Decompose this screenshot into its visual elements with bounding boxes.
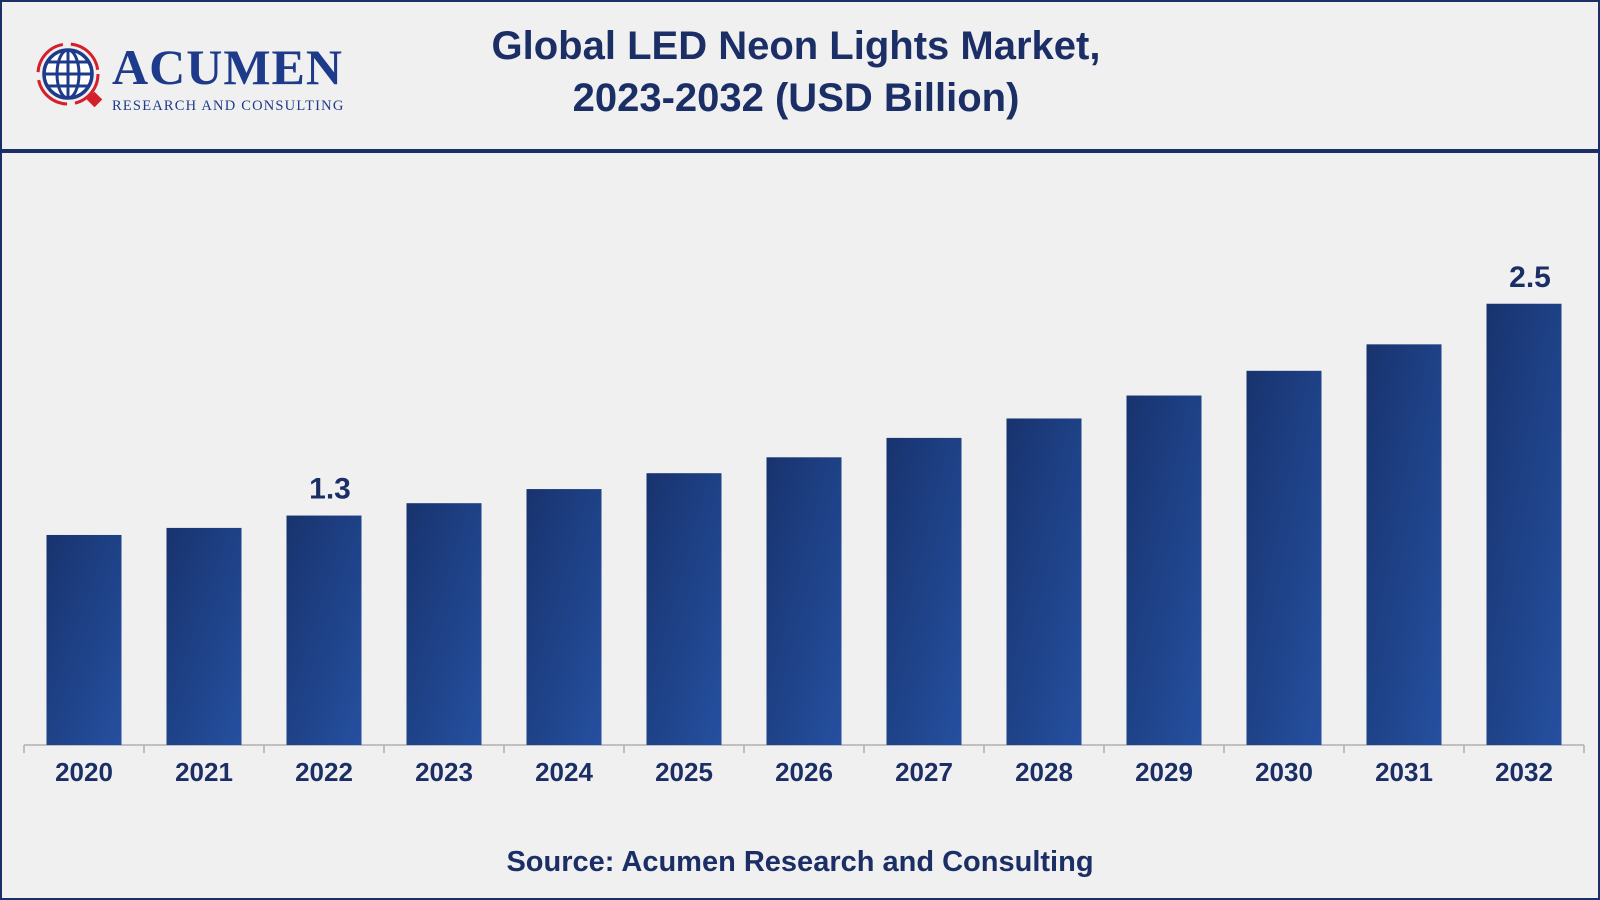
x-tick-label-2022: 2022	[295, 757, 353, 787]
bar-2032	[1486, 303, 1562, 745]
x-tick-label-2032: 2032	[1495, 757, 1553, 787]
x-tick-label-2030: 2030	[1255, 757, 1313, 787]
logo-subtext: RESEARCH AND CONSULTING	[112, 98, 345, 114]
header-divider	[0, 149, 1600, 153]
bar-2031	[1366, 344, 1442, 745]
x-tick-label-2028: 2028	[1015, 757, 1073, 787]
x-tick-label-2024: 2024	[535, 757, 593, 787]
data-label-2032: 2.5	[1509, 261, 1551, 294]
acumen-logo: ACUMEN RESEARCH AND CONSULTING	[30, 36, 360, 120]
bar-2030	[1246, 370, 1322, 745]
source-note: Source: Acumen Research and Consulting	[506, 846, 1094, 878]
x-tick-label-2021: 2021	[175, 757, 233, 787]
bar-2020	[46, 534, 122, 745]
chart-title-line1: Global LED Neon Lights Market,	[491, 24, 1101, 68]
x-tick-label-2023: 2023	[415, 757, 473, 787]
x-tick-label-2020: 2020	[55, 757, 113, 787]
bar-2029	[1126, 395, 1202, 745]
bar-2021	[166, 527, 242, 745]
x-tick-label-2029: 2029	[1135, 757, 1193, 787]
globe-icon	[36, 42, 103, 108]
bar-2028	[1006, 418, 1082, 745]
data-label-2022: 1.3	[309, 473, 351, 506]
bar-2026	[766, 457, 842, 745]
bar-2025	[646, 473, 722, 745]
x-tick-label-2026: 2026	[775, 757, 833, 787]
chart-title-line2: 2023-2032 (USD Billion)	[572, 76, 1020, 120]
bar-2024	[526, 489, 602, 745]
x-tick-label-2027: 2027	[895, 757, 953, 787]
bar-2023	[406, 503, 482, 745]
x-tick-label-2031: 2031	[1375, 757, 1433, 787]
bar-2022	[286, 515, 362, 745]
logo-text: ACUMEN	[112, 39, 343, 95]
bar-2027	[886, 437, 962, 745]
x-tick-label-2025: 2025	[655, 757, 713, 787]
